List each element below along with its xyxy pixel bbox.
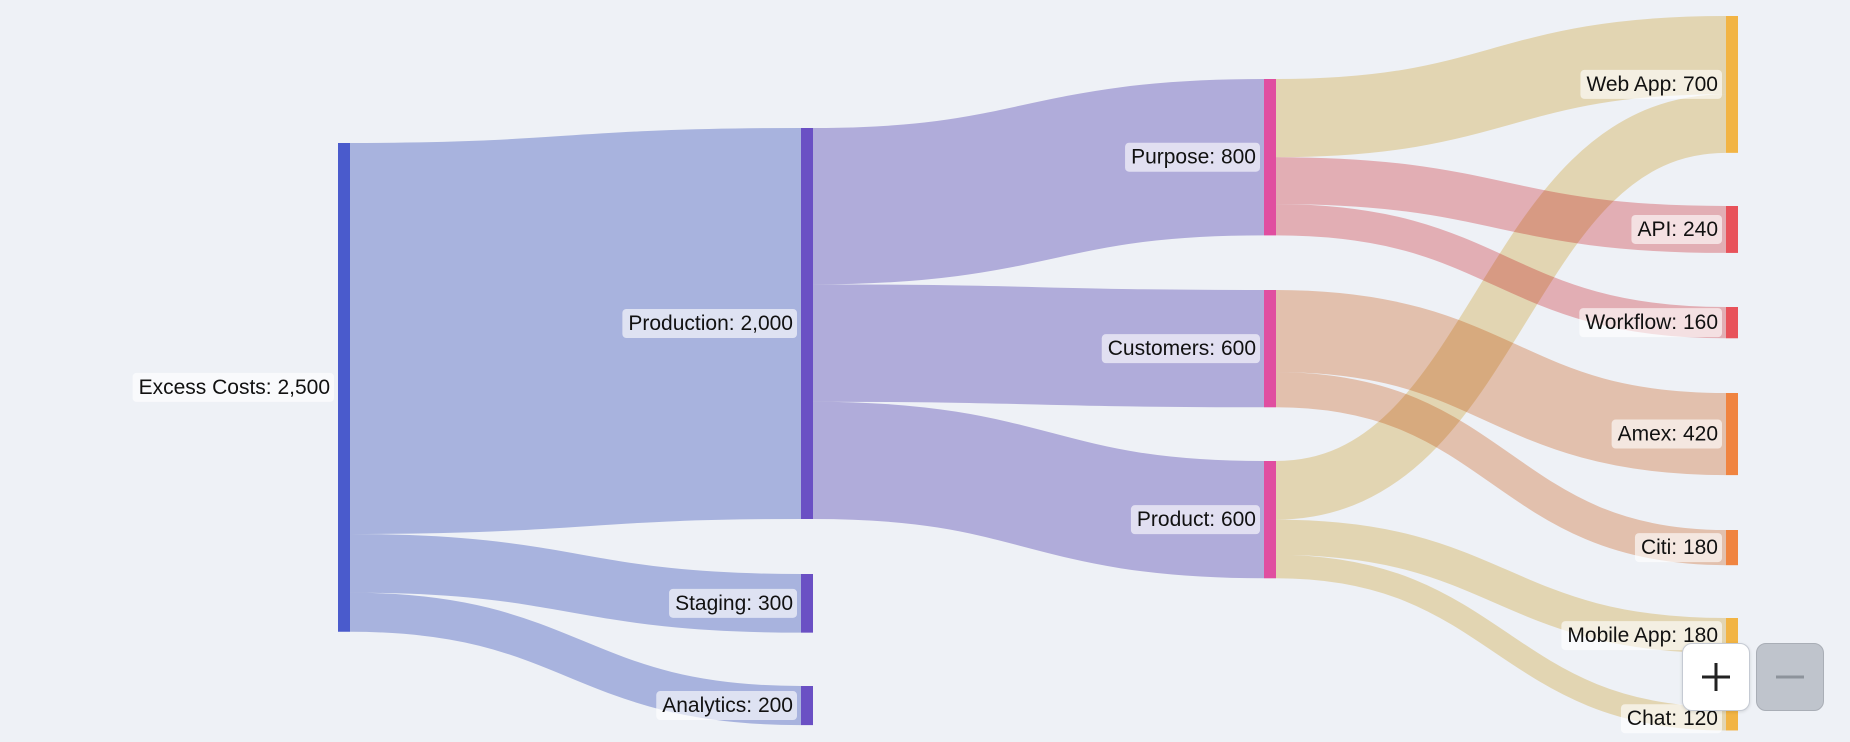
node-analytics[interactable]	[801, 686, 813, 726]
node-label-workflow: Workflow: 160	[1579, 308, 1722, 338]
node-label-chat: Chat: 120	[1620, 704, 1722, 734]
node-label-production: Production: 2,000	[622, 309, 797, 338]
node-label-text-webapp: Web App: 700	[1586, 73, 1718, 96]
sankey-nodes	[338, 16, 1738, 731]
link-purpose-to-webapp	[1275, 16, 1727, 158]
node-label-customers: Customers: 600	[1101, 334, 1260, 364]
node-citi[interactable]	[1726, 530, 1738, 566]
node-label-text-production: Production: 2,000	[628, 312, 793, 335]
node-label-mobileapp: Mobile App: 180	[1561, 621, 1722, 651]
node-api[interactable]	[1726, 206, 1738, 253]
node-label-webapp: Web App: 700	[1580, 69, 1722, 99]
node-label-citi: Citi: 180	[1634, 533, 1722, 563]
node-label-text-api: API: 240	[1637, 218, 1718, 241]
node-label-text-product: Product: 600	[1137, 508, 1256, 531]
node-staging[interactable]	[801, 574, 813, 633]
node-production[interactable]	[801, 128, 813, 519]
node-webapp[interactable]	[1726, 16, 1738, 153]
plus-icon	[1702, 663, 1730, 691]
minus-icon	[1776, 675, 1804, 679]
node-label-text-customers: Customers: 600	[1108, 337, 1256, 360]
node-purpose[interactable]	[1264, 79, 1276, 236]
node-label-text-chat: Chat: 120	[1627, 707, 1718, 730]
node-label-staging: Staging: 300	[669, 588, 797, 618]
node-label-text-amex: Amex: 420	[1618, 423, 1718, 446]
sankey-labels: Excess Costs: 2,500 Production: 2,000 Stag…	[132, 69, 1722, 734]
node-customers[interactable]	[1264, 290, 1276, 408]
node-label-amex: Amex: 420	[1611, 419, 1722, 449]
sankey-links	[349, 16, 1728, 731]
node-label-analytics: Analytics: 200	[656, 691, 797, 721]
link-product-to-webapp	[1274, 94, 1728, 520]
node-label-purpose: Purpose: 800	[1125, 142, 1260, 172]
node-label-text-analytics: Analytics: 200	[662, 694, 793, 717]
node-chat[interactable]	[1726, 707, 1738, 731]
zoom-out-button[interactable]	[1756, 643, 1824, 711]
node-label-text-excess: Excess Costs: 2,500	[139, 376, 330, 399]
node-label-api: API: 240	[1631, 214, 1722, 244]
zoom-in-button[interactable]	[1682, 643, 1750, 711]
node-label-text-mobileapp: Mobile App: 180	[1567, 624, 1718, 647]
node-label-product: Product: 600	[1130, 505, 1260, 535]
node-label-text-purpose: Purpose: 800	[1131, 146, 1256, 169]
node-amex[interactable]	[1726, 393, 1738, 476]
node-workflow[interactable]	[1726, 307, 1738, 339]
node-label-excess: Excess Costs: 2,500	[132, 372, 334, 402]
node-label-text-workflow: Workflow: 160	[1585, 311, 1718, 334]
node-label-text-staging: Staging: 300	[675, 592, 793, 615]
node-label-text-citi: Citi: 180	[1641, 536, 1718, 559]
node-excess[interactable]	[338, 143, 350, 632]
node-product[interactable]	[1264, 461, 1276, 579]
